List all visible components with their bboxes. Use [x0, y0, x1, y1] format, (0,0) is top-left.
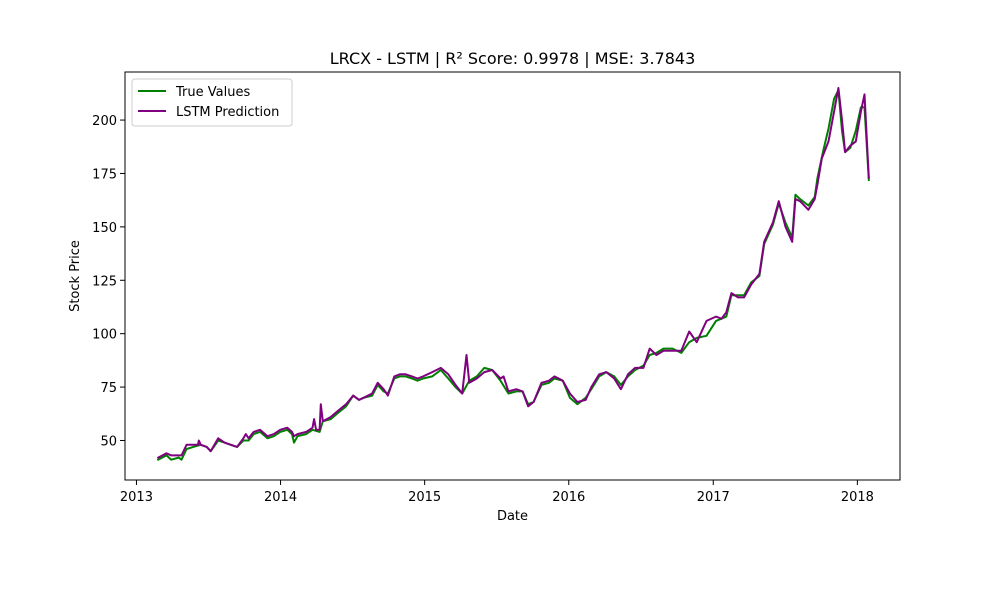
legend-label-lstm-prediction: LSTM Prediction — [176, 105, 279, 120]
x-axis-label: Date — [497, 509, 528, 524]
legend: True Values LSTM Prediction — [131, 78, 293, 127]
x-tick-label: 2016 — [552, 490, 585, 505]
x-tick-label: 2015 — [408, 490, 441, 505]
series-layer — [156, 87, 870, 462]
plot-frame — [124, 71, 901, 481]
series-line-lstm-prediction — [156, 87, 870, 459]
y-tick-label: 200 — [92, 114, 117, 129]
y-axis-ticks: 50 75 100 125 150 175 200 — [92, 114, 125, 449]
y-axis-label: Stock Price — [68, 240, 83, 312]
y-tick-label: 175 — [92, 167, 117, 182]
y-tick-label: 100 — [92, 328, 117, 343]
x-tick-label: 2017 — [697, 490, 730, 505]
x-axis-ticks: 2013 2014 2015 2016 2017 2018 — [120, 480, 874, 505]
x-tick-label: 2018 — [841, 490, 874, 505]
series-line-true-values — [156, 89, 870, 462]
legend-box — [131, 78, 293, 127]
x-tick-label: 2014 — [264, 490, 297, 505]
y-tick-label: 125 — [92, 274, 117, 289]
chart-title: LRCX - LSTM | R² Score: 0.9978 | MSE: 3.… — [330, 49, 696, 68]
y-tick-label: 150 — [92, 221, 117, 236]
legend-label-true-values: True Values — [175, 85, 250, 100]
y-tick-label: 50 — [100, 434, 117, 449]
y-tick-label: 75 — [100, 381, 117, 396]
x-tick-label: 2013 — [120, 490, 153, 505]
